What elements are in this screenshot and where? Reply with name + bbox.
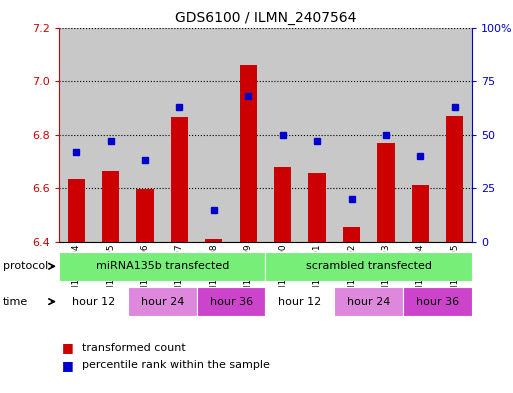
- Bar: [334, 287, 403, 316]
- Bar: [369, 28, 403, 242]
- Bar: [196, 28, 231, 242]
- Text: percentile rank within the sample: percentile rank within the sample: [82, 360, 270, 371]
- Bar: [59, 252, 266, 281]
- Bar: [240, 65, 257, 242]
- Text: hour 24: hour 24: [141, 297, 184, 307]
- Text: hour 36: hour 36: [209, 297, 252, 307]
- Text: hour 12: hour 12: [72, 297, 115, 307]
- Bar: [196, 287, 266, 316]
- Bar: [265, 287, 334, 316]
- Text: ■: ■: [62, 341, 73, 354]
- Bar: [231, 28, 266, 242]
- Bar: [136, 189, 153, 242]
- Bar: [59, 287, 128, 316]
- Text: time: time: [3, 297, 28, 307]
- Bar: [403, 287, 472, 316]
- Bar: [68, 179, 85, 242]
- Bar: [128, 287, 196, 316]
- Text: transformed count: transformed count: [82, 343, 186, 353]
- Bar: [438, 28, 472, 242]
- Bar: [93, 28, 128, 242]
- Bar: [162, 28, 196, 242]
- Text: scrambled transfected: scrambled transfected: [306, 261, 432, 271]
- Title: GDS6100 / ILMN_2407564: GDS6100 / ILMN_2407564: [175, 11, 356, 25]
- Bar: [265, 252, 472, 281]
- Bar: [446, 116, 463, 242]
- Text: miRNA135b transfected: miRNA135b transfected: [95, 261, 229, 271]
- Bar: [403, 28, 438, 242]
- Text: hour 24: hour 24: [347, 297, 390, 307]
- Bar: [128, 28, 162, 242]
- Bar: [412, 185, 429, 242]
- Bar: [274, 167, 291, 242]
- Bar: [171, 117, 188, 242]
- Bar: [308, 173, 326, 242]
- Text: ■: ■: [62, 359, 73, 372]
- Bar: [265, 28, 300, 242]
- Bar: [378, 143, 394, 242]
- Text: hour 12: hour 12: [278, 297, 322, 307]
- Bar: [334, 28, 369, 242]
- Text: hour 36: hour 36: [416, 297, 459, 307]
- Bar: [300, 28, 334, 242]
- Bar: [343, 227, 360, 242]
- Bar: [59, 28, 93, 242]
- Bar: [205, 239, 223, 242]
- Bar: [102, 171, 119, 242]
- Text: protocol: protocol: [3, 261, 48, 271]
